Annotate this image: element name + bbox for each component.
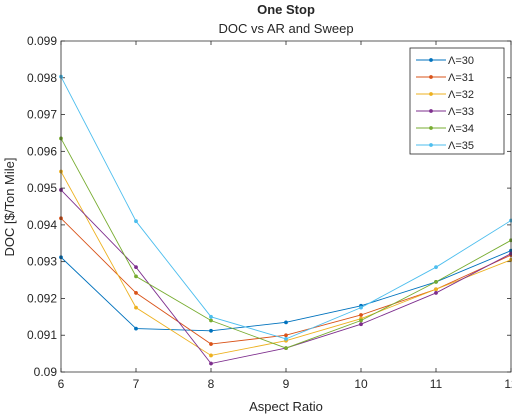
data-point: [134, 274, 138, 279]
legend-swatch-marker: [429, 58, 433, 62]
legend-swatch-marker: [429, 143, 433, 147]
y-tick-label: 0.093: [27, 255, 57, 269]
legend-item: Λ=31: [416, 72, 474, 84]
data-point: [134, 305, 138, 310]
legend-item: Λ=33: [416, 106, 474, 118]
data-point: [134, 219, 138, 224]
y-tick-label: 0.092: [27, 291, 57, 305]
data-point: [284, 346, 288, 350]
data-point: [284, 333, 288, 338]
plot-frame: [60, 40, 512, 373]
legend-swatch-marker: [429, 75, 433, 79]
x-axis-label: Aspect Ratio: [249, 399, 323, 414]
legend-label: Λ=30: [448, 55, 474, 67]
data-point: [359, 318, 363, 323]
y-tick-label: 0.095: [27, 181, 57, 195]
legend-swatch-marker: [429, 109, 433, 113]
y-tick-label: 0.091: [27, 328, 57, 342]
legend-swatch-marker: [429, 126, 433, 130]
x-tick-label: 6: [58, 377, 65, 391]
y-tick-label: 0.097: [27, 108, 57, 122]
legend-swatch-marker: [429, 92, 433, 96]
legend-label: Λ=31: [448, 72, 474, 84]
y-tick-label: 0.094: [27, 218, 57, 232]
x-tick-label: 7: [133, 377, 140, 391]
data-point: [434, 287, 438, 292]
legend-label: Λ=33: [448, 106, 474, 118]
series-5: [59, 136, 512, 350]
data-point: [134, 291, 138, 295]
x-tick-label: 8: [208, 377, 215, 391]
chart-title: One Stop: [257, 2, 315, 17]
data-point: [434, 291, 438, 295]
data-point: [434, 265, 438, 270]
y-tick-label: 0.098: [27, 71, 57, 85]
data-point: [134, 265, 138, 270]
legend-label: Λ=32: [448, 89, 474, 101]
x-tick-label: 12: [504, 377, 512, 391]
data-point: [209, 314, 213, 319]
data-point: [209, 318, 213, 323]
legend-box: [409, 47, 505, 155]
legend-label: Λ=35: [448, 140, 474, 152]
x-tick-label: 11: [430, 377, 443, 391]
legend-label: Λ=34: [448, 123, 474, 135]
data-point: [209, 353, 213, 358]
chart-subtitle: DOC vs AR and Sweep: [218, 21, 353, 36]
data-point: [434, 279, 438, 284]
data-point: [209, 328, 213, 333]
legend: Λ=30 Λ=31 Λ=32 Λ=33 Λ=34 Λ=35: [409, 47, 505, 155]
legend-item: Λ=32: [416, 89, 474, 101]
x-tick-label: 10: [354, 377, 368, 391]
y-tick-label: 0.099: [27, 34, 57, 48]
data-point: [284, 320, 288, 325]
data-point: [359, 305, 363, 310]
y-tick-label: 0.096: [27, 144, 57, 158]
legend-item: Λ=30: [416, 55, 474, 67]
data-point: [359, 313, 363, 317]
y-axis-label: DOC [$/Ton Mile]: [2, 158, 17, 257]
data-point: [209, 361, 213, 366]
data-point: [359, 322, 363, 327]
legend-item: Λ=35: [416, 140, 474, 152]
y-tick-label: 0.09: [34, 365, 58, 379]
legend-item: Λ=34: [416, 123, 474, 135]
x-tick-label: 9: [283, 377, 290, 391]
data-point: [209, 342, 213, 346]
data-point: [134, 326, 138, 331]
data-point: [284, 337, 288, 341]
legend-items: Λ=30 Λ=31 Λ=32 Λ=33 Λ=34 Λ=35: [416, 55, 474, 152]
